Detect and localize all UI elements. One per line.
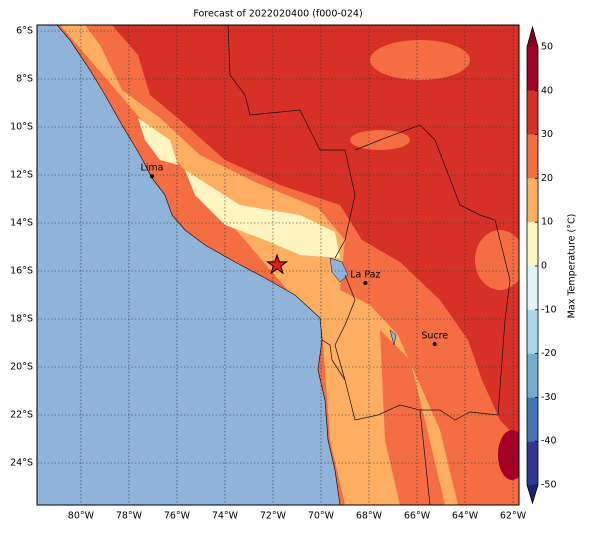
colorbar-tick-label: -10 [541,304,557,315]
colorbar-bin [527,441,538,485]
colorbar-extend-under [527,485,538,503]
ocean [37,25,341,505]
temperature-field [185,170,340,258]
temperature-field [138,118,178,165]
colorbar-bin [527,178,538,223]
lon-tick-label: 70°W [308,511,335,522]
city-marker [149,174,154,179]
colorbar-tick-label: 50 [541,42,553,53]
temperature-field [498,430,519,480]
city-label: Lima [140,163,163,174]
lat-tick-label: 20°S [10,362,33,373]
colorbar-bin [527,266,538,310]
lon-tick-label: 66°W [404,511,431,522]
lat-tick-label: 8°S [16,74,33,85]
map-area [37,25,519,505]
lon-tick-label: 80°W [68,511,95,522]
temperature-field [475,230,519,290]
lon-tick-label: 76°W [164,511,191,522]
lon-tick-label: 62°W [500,511,527,522]
colorbar-bin [527,309,538,354]
lon-tick-label: 74°W [212,511,239,522]
colorbar-bin [527,47,538,91]
city-label: La Paz [350,270,380,281]
border [227,25,356,259]
colorbar-tick-label: -20 [541,348,557,359]
temperature-field [380,330,445,505]
colorbar-tick-label: 40 [541,85,553,96]
location-star [266,253,289,275]
colorbar-tick-label: -30 [541,392,557,403]
title: Forecast of 2022020400 (f000-024) [193,9,362,20]
colorbar-tick-label: -40 [541,436,557,447]
lat-tick-label: 24°S [10,458,33,469]
colorbar-tick-label: 10 [541,217,553,228]
colorbar-bin [527,90,538,135]
lon-tick-label: 68°W [356,511,383,522]
city-marker [432,341,437,346]
lon-tick-label: 64°W [452,511,479,522]
colorbar-label: Max Temperature (°C) [567,214,578,319]
temperature-field [60,25,458,505]
graticule [37,25,519,505]
colorbar-bin [527,397,538,442]
temperature-field [370,40,470,80]
map-frame [36,24,520,506]
city-label: Sucre [421,330,448,341]
lat-tick-label: 10°S [10,122,33,133]
lon-tick-label: 72°W [260,511,287,522]
lat-tick-label: 16°S [10,266,33,277]
lat-tick-label: 14°S [10,218,33,229]
city-marker [363,281,368,285]
lat-tick-label: 18°S [10,314,33,325]
colorbar-tick-label: -50 [541,480,557,491]
colorbar-tick-label: 0 [541,261,547,272]
colorbar-bin [527,134,538,179]
lat-tick-label: 6°S [16,26,33,37]
lon-tick-label: 78°W [116,511,143,522]
colorbar-tick-label: 30 [541,129,553,140]
border [334,274,431,505]
border [354,124,511,421]
colorbar-bin [527,222,538,266]
lat-tick-label: 12°S [10,170,33,181]
colorbar-extend-over [527,27,538,47]
colorbar-bin [527,353,538,398]
colorbar-tick-label: 20 [541,173,553,184]
lat-tick-label: 22°S [10,410,33,421]
lake [329,257,397,346]
border [321,339,346,381]
